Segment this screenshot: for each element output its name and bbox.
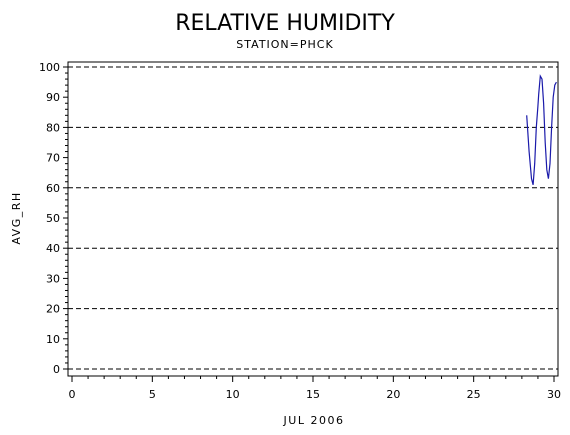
chart-subtitle: STATION=PHCK [236,38,333,51]
y-tick-label-10: 10 [46,333,60,346]
y-axis-label: AVG_RH [10,191,23,244]
y-tick-label-30: 30 [46,272,60,285]
series-line-0 [526,74,557,185]
x-tick-label-15: 15 [306,388,320,401]
y-tick-label-20: 20 [46,303,60,316]
x-tick-label-30: 30 [547,388,561,401]
chart-title: RELATIVE HUMIDITY [175,11,395,36]
x-tick-label-10: 10 [226,388,240,401]
y-tick-label-70: 70 [46,152,60,165]
plot-frame [67,61,559,377]
x-axis-label: JUL 2006 [283,414,345,427]
x-tick-label-0: 0 [69,388,76,401]
y-tick-label-50: 50 [46,212,60,225]
y-tick-label-0: 0 [53,363,60,376]
y-tick-label-60: 60 [46,182,60,195]
x-tick-label-20: 20 [386,388,400,401]
x-tick-label-25: 25 [467,388,481,401]
y-tick-label-90: 90 [46,91,60,104]
y-tick-label-40: 40 [46,242,60,255]
x-tick-label-5: 5 [149,388,156,401]
y-tick-label-80: 80 [46,121,60,134]
y-tick-label-100: 100 [39,61,60,74]
